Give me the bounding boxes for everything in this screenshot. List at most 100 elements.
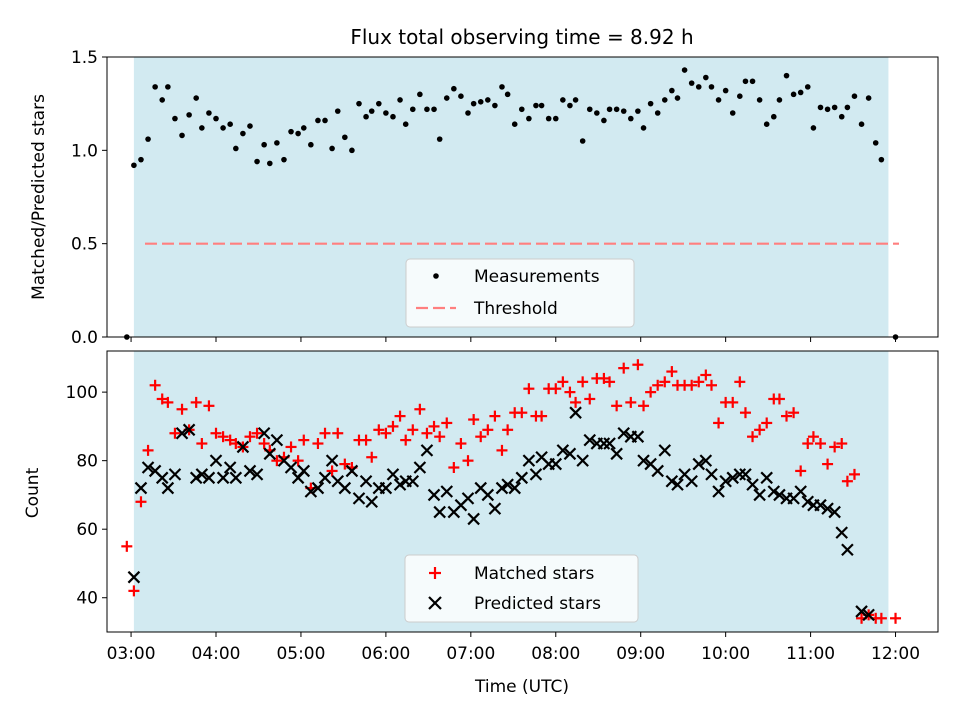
measurement-point <box>722 87 729 94</box>
predicted-star-point <box>726 471 740 485</box>
predicted-star-point <box>692 457 706 471</box>
predicted-star-point <box>365 495 379 509</box>
predicted-star-point <box>223 461 237 474</box>
x-tick-label: 11:00 <box>786 644 835 664</box>
predicted-star-point <box>814 498 827 512</box>
measurement-point <box>661 97 668 103</box>
measurement-point <box>267 160 273 167</box>
measurement-point <box>538 102 545 109</box>
measurement-point <box>193 95 199 101</box>
bottom-y-axis: 40 60 80 100 <box>66 383 107 609</box>
top-panel: Flux total observing time = 8.92 h 0.00.… <box>29 25 939 348</box>
legend-threshold-label: Threshold <box>473 299 558 319</box>
matched-star-point <box>326 465 338 477</box>
matched-star-point <box>693 376 705 388</box>
legend-predicted-marker <box>428 596 442 610</box>
matched-star-point <box>489 410 501 422</box>
matched-star-point <box>224 434 236 446</box>
matched-star-point <box>312 438 324 450</box>
matched-star-point <box>822 458 834 470</box>
top-legend: Measurements Threshold <box>405 258 635 328</box>
bottom-legend: Matched stars Predicted stars <box>404 554 639 623</box>
matched-star-point <box>625 396 637 408</box>
measurement-point <box>715 97 722 103</box>
y-tick-label: 100 <box>66 383 98 403</box>
measurement-point <box>261 141 267 148</box>
matched-star-point <box>176 403 188 415</box>
measurement-point <box>770 113 777 120</box>
y-tick-label: 60 <box>76 520 98 540</box>
y-tick-label: 0.0 <box>71 328 98 348</box>
matched-star-point <box>773 393 785 405</box>
predicted-star-point <box>467 512 480 526</box>
matched-star-point <box>727 396 739 408</box>
predicted-star-point <box>658 444 672 457</box>
predicted-star-point <box>318 471 332 485</box>
matched-star-point <box>441 417 453 429</box>
predicted-star-point <box>311 481 325 495</box>
predicted-star-point <box>420 444 434 457</box>
measurement-point <box>552 115 559 122</box>
measurement-point <box>186 112 192 118</box>
measurement-point <box>594 110 600 116</box>
top-measurement-points <box>124 67 899 340</box>
predicted-star-point <box>569 406 582 419</box>
measurement-point <box>145 136 151 142</box>
measurement-point <box>601 117 607 124</box>
predicted-star-point <box>386 468 400 481</box>
predicted-star-point <box>195 468 209 481</box>
measurement-point <box>586 106 593 113</box>
measurement-point <box>831 104 838 111</box>
measurement-point <box>451 85 457 92</box>
measurement-point <box>254 158 260 165</box>
measurement-point <box>436 136 443 142</box>
predicted-star-point <box>155 471 169 485</box>
predicted-star-point <box>236 440 250 454</box>
measurement-point <box>613 106 620 113</box>
predicted-star-point <box>263 447 277 461</box>
measurement-point <box>397 97 403 103</box>
predicted-star-point <box>202 471 216 485</box>
predicted-star-point <box>671 478 684 491</box>
predicted-star-point <box>250 468 264 481</box>
top-title: Flux total observing time = 8.92 h <box>350 25 693 49</box>
measurement-point <box>308 141 314 148</box>
matched-star-point <box>366 451 378 463</box>
predicted-star-point <box>270 433 284 447</box>
matched-star-point <box>666 366 678 378</box>
measurement-point <box>172 115 178 122</box>
matched-star-point <box>394 410 406 422</box>
matched-star-point <box>162 396 174 408</box>
bottom-x-axis-label: Time (UTC) <box>474 677 569 697</box>
predicted-star-point <box>413 461 427 474</box>
x-tick-label: 06:00 <box>361 644 410 664</box>
matched-star-point <box>611 400 623 412</box>
measurement-point <box>165 84 171 90</box>
x-tick-label: 08:00 <box>531 644 580 664</box>
measurement-point <box>417 91 423 98</box>
measurement-point <box>329 145 335 152</box>
matched-star-point <box>149 379 161 391</box>
predicted-star-point <box>583 433 597 447</box>
measurement-point <box>131 162 137 169</box>
predicted-star-point <box>835 526 849 539</box>
predicted-star-point <box>597 437 611 450</box>
measurement-point <box>817 104 824 111</box>
measurement-point <box>783 72 790 79</box>
matched-star-point <box>781 410 793 422</box>
matched-star-point <box>135 496 147 508</box>
predicted-star-point <box>712 485 725 498</box>
matched-star-point <box>387 420 399 432</box>
predicted-star-point <box>461 492 475 505</box>
measurement-point <box>213 115 219 122</box>
measurement-point <box>572 97 579 103</box>
measurement-point <box>295 130 301 137</box>
legend-matched-marker <box>429 567 441 579</box>
matched-star-point <box>271 455 283 467</box>
measurement-point <box>363 113 369 120</box>
predicted-star-point <box>862 608 875 622</box>
top-y-axis-label: Matched/Predicted stars <box>29 94 49 300</box>
predicted-star-point <box>801 495 815 509</box>
measurement-point <box>674 95 681 101</box>
matched-star-point <box>244 431 256 443</box>
